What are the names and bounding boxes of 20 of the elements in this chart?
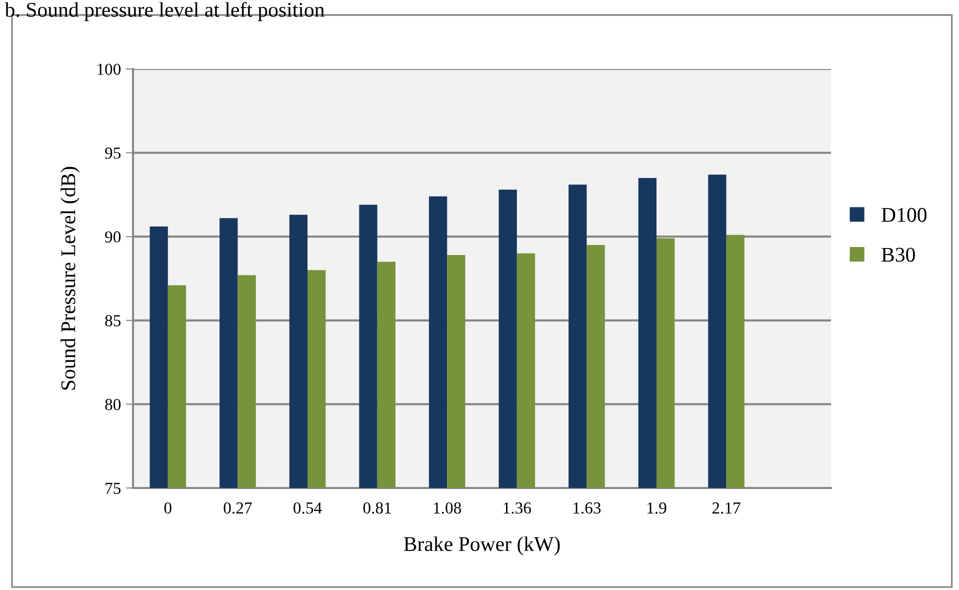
y-tick-label: 100 (98, 64, 121, 75)
x-tick-label: 0.54 (294, 502, 322, 514)
x-tick-label: 1.08 (434, 502, 462, 514)
x-tick-label: 1.36 (504, 502, 531, 514)
y-tick-label: 80 (105, 398, 121, 410)
legend-label: B30 (882, 248, 915, 262)
y-tick-label: 75 (106, 482, 121, 494)
x-axis-title: Brake Power (kW) (404, 536, 560, 556)
y-tick-label: 85 (105, 315, 121, 326)
y-tick-label: 90 (105, 231, 121, 243)
y-tick-label: 95 (105, 148, 121, 159)
x-tick-label: 1.9 (648, 502, 666, 514)
legend-label: D100 (882, 208, 926, 222)
x-tick-label: 0.81 (363, 502, 391, 514)
x-tick-label: 0.27 (224, 502, 252, 514)
x-tick-label: 2.17 (712, 502, 740, 514)
x-tick-label: 0 (164, 502, 172, 514)
y-axis-title: Sound Pressure Level (dB) (60, 166, 80, 390)
x-tick-label: 1.63 (574, 502, 601, 514)
chart-title: b. Sound pressure level at left position (4, 2, 324, 22)
